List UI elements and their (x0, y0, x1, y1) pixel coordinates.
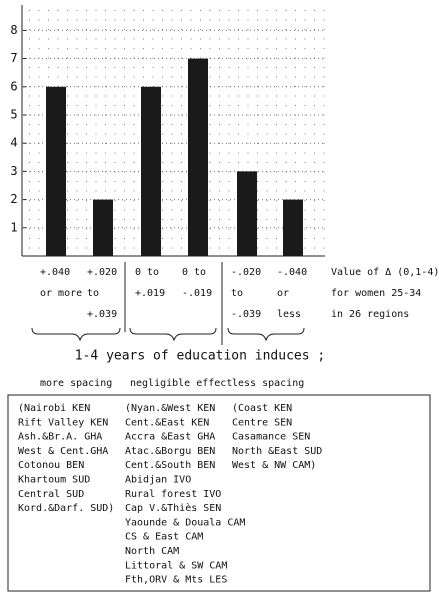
plot-background (22, 5, 325, 256)
x-tick-label: to (231, 288, 243, 299)
region: Centre SEN (232, 417, 292, 428)
x-tick-label: +.019 (135, 288, 165, 299)
group-header: less spacing (232, 378, 304, 389)
x-tick-label: +.039 (87, 309, 117, 320)
region: CS & East CAM (125, 532, 203, 543)
x-tick-label: -.019 (182, 288, 212, 299)
region: Accra &East GHA (125, 432, 215, 443)
region: Cotonou BEN (18, 460, 84, 471)
x-tick-label: or more (40, 288, 82, 299)
region: Casamance SEN (232, 432, 310, 443)
y-tick-label: 4 (10, 136, 17, 150)
x-tick-label: or (277, 288, 289, 299)
bar (141, 86, 161, 256)
y-tick-label: 6 (10, 79, 17, 93)
region: Central SUD (18, 489, 84, 500)
x-tick-label: -.040 (277, 267, 307, 278)
bar (237, 171, 257, 256)
region: Cent.&South BEN (125, 460, 215, 471)
region: (Nyan.&West KEN (125, 403, 215, 414)
region: Abidjan IVO (125, 475, 191, 486)
region: Rift Valley KEN (18, 417, 108, 428)
y-tick-label: 2 (10, 192, 17, 206)
y-tick-label: 5 (10, 107, 17, 121)
x-tick-label: less (277, 309, 301, 320)
bar (283, 199, 303, 256)
x-tick-label: -.039 (231, 309, 261, 320)
x-tick-label: -.020 (231, 267, 261, 278)
region: (Nairobi KEN (18, 403, 90, 414)
region: (Coast KEN (232, 403, 292, 414)
y-tick-label: 3 (10, 164, 17, 178)
bar (188, 58, 208, 256)
region-table (7, 394, 431, 592)
group-header: negligible effect (130, 378, 232, 389)
region: Cap V.&Thiès SEN (125, 502, 221, 514)
y-tick-label: 1 (10, 220, 17, 234)
region: West & Cent.GHA (18, 446, 108, 457)
bar (93, 199, 113, 256)
region: Fth,ORV & Mts LES (125, 575, 227, 586)
region: North CAM (125, 546, 179, 557)
region: Kord.&Darf. SUD) (18, 503, 114, 514)
x-tick-label: 0 to (135, 267, 159, 278)
region: Khartoum SUD (18, 475, 90, 486)
axis-label: Value of Δ (0,1-4) (331, 267, 439, 278)
group-header: more spacing (40, 378, 112, 389)
region: West & NW CAM) (232, 460, 316, 471)
group-brace (129, 327, 217, 342)
axis-label: for women 25-34 (331, 288, 421, 299)
group-brace (227, 327, 305, 342)
caption: 1-4 years of education induces ; (75, 349, 325, 364)
bar (46, 86, 66, 256)
region: Rural forest IVO (125, 489, 221, 500)
axis-label: in 26 regions (331, 309, 409, 320)
x-tick-label: +.040 (40, 267, 70, 278)
x-tick-label: 0 to (182, 267, 206, 278)
region: Cent.&East KEN (125, 417, 209, 428)
y-tick-label: 7 (10, 51, 17, 65)
region: Littoral & SW CAM (125, 560, 227, 571)
region: North &East SUD (232, 446, 322, 457)
group-brace (31, 327, 121, 342)
region: Atac.&Borgu BEN (125, 446, 215, 457)
x-tick-label: +.020 (87, 267, 117, 278)
region: Ash.&Br.A. GHA (18, 432, 102, 443)
y-tick-label: 8 (10, 23, 17, 37)
region: Yaounde & Douala CAM (125, 517, 245, 528)
x-tick-label: to (87, 288, 99, 299)
